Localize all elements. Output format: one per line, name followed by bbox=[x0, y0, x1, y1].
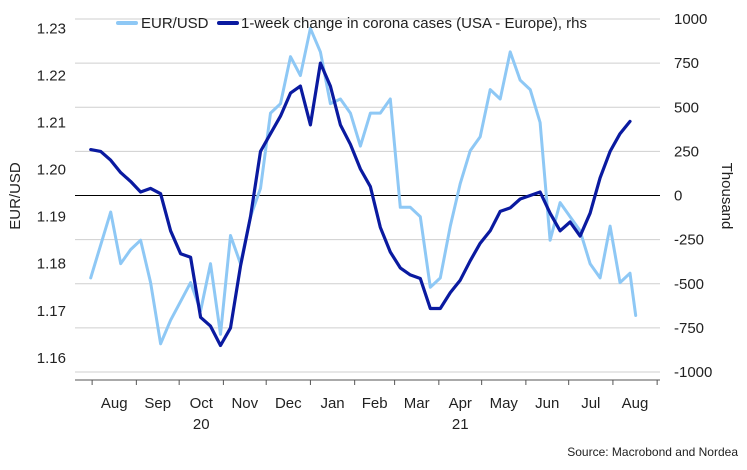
y-right-tick-label: -500 bbox=[674, 276, 704, 293]
y-right-tick-label: -1000 bbox=[674, 364, 712, 381]
x-tick-label: Sep bbox=[144, 395, 171, 412]
y-right-tick-label: 1000 bbox=[674, 11, 707, 28]
x-axis-year-labels: 20 21 bbox=[193, 416, 469, 433]
right-axis-title: Thousand bbox=[718, 163, 735, 230]
series-line-eurusd bbox=[89, 26, 638, 346]
series-line-corona-cases bbox=[89, 61, 632, 348]
x-tick-label: Aug bbox=[622, 395, 649, 412]
y-left-tick-label: 1.16 bbox=[37, 350, 66, 367]
y-left-tick-label: 1.21 bbox=[37, 115, 66, 132]
left-axis-title: EUR/USD bbox=[7, 162, 24, 230]
y-left-tick-label: 1.18 bbox=[37, 256, 66, 273]
x-tick-label: Jun bbox=[535, 395, 559, 412]
right-axis-tick-labels: -1000 -750 -500 -250 0 250 500 750 1000 bbox=[674, 11, 712, 381]
x-tick-label: Jan bbox=[320, 395, 344, 412]
legend-label-eurusd: EUR/USD bbox=[141, 15, 209, 32]
x-tick-label: Aug bbox=[101, 395, 128, 412]
x-year-label: 21 bbox=[452, 416, 469, 433]
x-tick-label: Nov bbox=[231, 395, 258, 412]
y-right-tick-label: 250 bbox=[674, 143, 699, 160]
left-axis-tick-labels: 1.16 1.17 1.18 1.19 1.20 1.21 1.22 1.23 bbox=[37, 20, 66, 366]
y-right-tick-label: -750 bbox=[674, 320, 704, 337]
legend: EUR/USD 1-week change in corona cases (U… bbox=[116, 15, 587, 32]
y-right-tick-label: 0 bbox=[674, 188, 682, 205]
y-left-tick-label: 1.20 bbox=[37, 162, 66, 179]
x-tick-label: May bbox=[490, 395, 519, 412]
x-axis-month-labels: Aug Sep Oct Nov Dec Jan Feb Mar Apr May Jun Jul Aug bbox=[101, 395, 648, 412]
x-tick-label: Feb bbox=[362, 395, 388, 412]
y-right-tick-label: 500 bbox=[674, 99, 699, 116]
x-axis-ticks bbox=[91, 380, 658, 385]
series-layer bbox=[89, 26, 638, 348]
x-tick-label: Oct bbox=[190, 395, 214, 412]
y-left-tick-label: 1.17 bbox=[37, 303, 66, 320]
y-right-tick-label: -250 bbox=[674, 232, 704, 249]
legend-label-corona-cases: 1-week change in corona cases (USA - Eur… bbox=[241, 15, 587, 32]
gridlines bbox=[75, 18, 660, 373]
y-left-tick-label: 1.19 bbox=[37, 209, 66, 226]
x-tick-label: Jul bbox=[581, 395, 600, 412]
y-right-tick-label: 750 bbox=[674, 55, 699, 72]
x-tick-label: Dec bbox=[275, 395, 302, 412]
y-left-tick-label: 1.22 bbox=[37, 67, 66, 84]
x-tick-label: Mar bbox=[404, 395, 430, 412]
x-year-label: 20 bbox=[193, 416, 210, 433]
x-tick-label: Apr bbox=[449, 395, 472, 412]
y-left-tick-label: 1.23 bbox=[37, 20, 66, 37]
source-note: Source: Macrobond and Nordea bbox=[567, 445, 738, 459]
